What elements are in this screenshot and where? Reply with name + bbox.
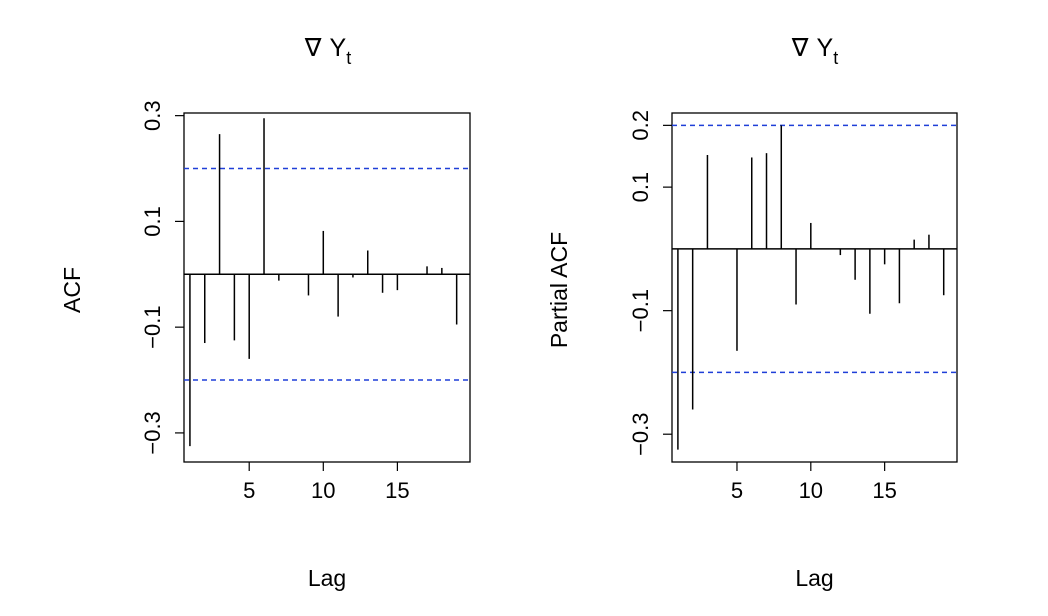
x-tick-label: 15 [872,478,896,503]
y-tick-label: −0.1 [628,289,653,332]
title-subscript: t [346,48,351,68]
x-tick-label: 5 [243,478,255,503]
y-tick-label: 0.3 [140,100,165,131]
y-tick-label: −0.3 [140,411,165,454]
y-tick-label: −0.3 [628,412,653,455]
acf-panel: ∇ Yt Lag ACF 5 10 15 −0.3 −0.1 0.1 0.3 [59,34,471,591]
plot-frame [183,112,471,463]
title-symbol: ∇ [304,34,322,62]
plot-frame [671,112,958,463]
title-symbol: ∇ [791,34,809,62]
x-tick-label: 10 [311,478,335,503]
y-tick-label: −0.1 [140,305,165,348]
x-tick-label: 15 [385,478,409,503]
y-axis-label: ACF [59,267,85,313]
title-main: Y [330,34,347,62]
x-axis-label: Lag [308,565,346,591]
title-subscript: t [833,48,838,68]
x-tick-label: 10 [799,478,823,503]
y-tick-label: 0.1 [628,172,653,203]
x-tick-label: 5 [731,478,743,503]
y-axis-label: Partial ACF [546,232,572,348]
x-axis-label: Lag [795,565,833,591]
chart-title: ∇ Yt [304,34,351,68]
chart-title: ∇ Yt [791,34,838,68]
y-tick-label: 0.2 [628,110,653,141]
y-tick-label: 0.1 [140,206,165,237]
title-main: Y [817,34,834,62]
pacf-panel: ∇ Yt Lag Partial ACF 5 10 15 −0.3 −0.1 0.1 0.2 [546,34,958,591]
